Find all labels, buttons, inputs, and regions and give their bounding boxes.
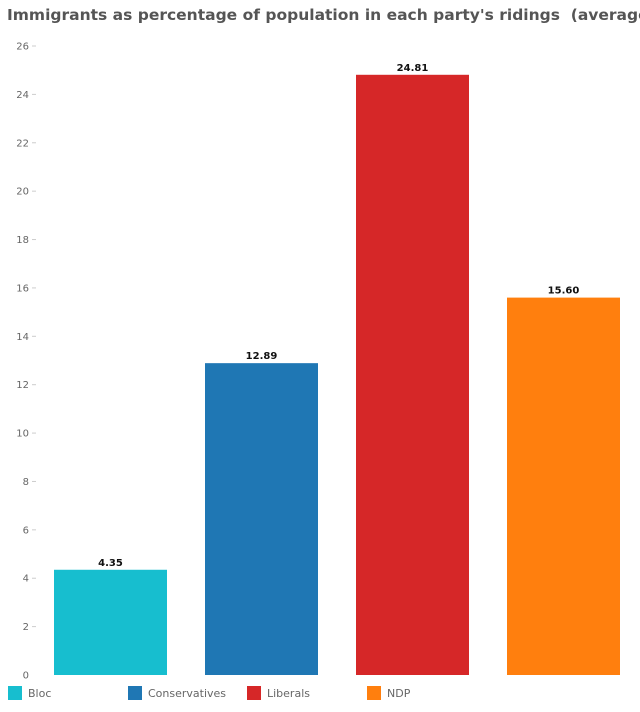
bar-ndp (507, 297, 620, 675)
y-tick-label: 10 (16, 429, 29, 440)
y-tick-label: 0 (23, 671, 29, 682)
legend-label: NDP (387, 686, 411, 700)
y-tick-label: 18 (16, 235, 29, 246)
legend-item: Liberals (247, 686, 310, 700)
y-tick-label: 20 (16, 187, 29, 198)
bar-liberals (356, 74, 469, 676)
legend-item: Bloc (8, 686, 51, 700)
y-tick-label: 8 (23, 477, 29, 488)
legend-label: Conservatives (148, 686, 227, 700)
legend-item: NDP (367, 686, 410, 700)
y-tick-label: 2 (23, 622, 29, 633)
chart-title: Immigrants as percentage of population i… (7, 6, 640, 24)
y-tick-label: 4 (23, 574, 29, 585)
y-tick-label: 24 (16, 90, 29, 101)
y-tick-label: 22 (16, 138, 29, 149)
y-tick-label: 26 (16, 42, 29, 53)
data-label: 4.35 (98, 558, 123, 569)
data-label: 24.81 (397, 63, 429, 74)
bar-bloc (54, 569, 167, 675)
legend-item: Conservatives (128, 686, 226, 700)
legend-swatch (367, 686, 381, 700)
legend-swatch (247, 686, 261, 700)
y-tick-label: 6 (23, 525, 29, 536)
y-tick-label: 12 (16, 380, 29, 391)
legend-label: Bloc (28, 686, 52, 700)
data-label: 12.89 (246, 351, 278, 362)
bar-conservatives (205, 363, 318, 675)
legend-label: Liberals (267, 686, 310, 700)
y-tick-label: 16 (16, 283, 29, 294)
legend-swatch (128, 686, 142, 700)
y-tick-label: 14 (16, 332, 29, 343)
legend-swatch (8, 686, 22, 700)
data-label: 15.60 (548, 286, 580, 297)
